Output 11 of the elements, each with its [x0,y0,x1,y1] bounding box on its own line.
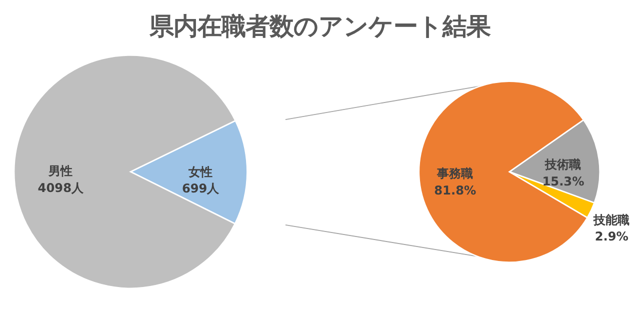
slice-label: 技能職 [592,212,630,227]
data-label: 2.9% [594,230,628,244]
slice-label: 女性 [188,164,213,179]
text: 県内在職者数のアンケート結果 [148,12,490,41]
data-label: 4098人 [38,181,84,196]
data-label: 81.8% [434,183,476,198]
slice-label: 男性 [48,164,73,178]
slice-label: 事務職 [436,166,474,181]
slice-label: 技術職 [544,157,582,172]
data-label: 15.3% [542,174,584,188]
data-label: 699人 [182,182,220,196]
